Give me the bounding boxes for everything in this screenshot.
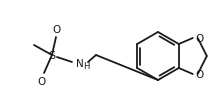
Text: S: S — [48, 51, 56, 60]
Text: H: H — [83, 62, 89, 71]
Text: O: O — [38, 76, 46, 86]
Text: N: N — [76, 58, 84, 68]
Text: O: O — [196, 34, 204, 44]
Text: O: O — [196, 69, 204, 79]
Text: O: O — [53, 25, 61, 35]
